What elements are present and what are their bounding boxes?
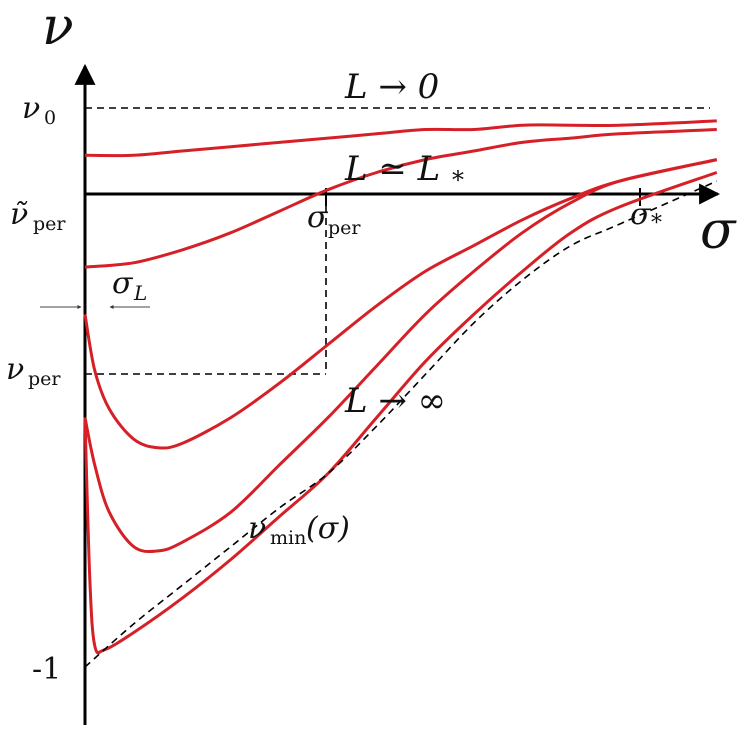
curve-series-1 (84, 119, 717, 158)
svg-text:0: 0 (44, 107, 56, 129)
svg-text:L ≃ L: L ≃ L (344, 149, 440, 189)
svg-text:σ: σ (630, 197, 652, 232)
curve-series-5 (83, 171, 718, 655)
nu-min-envelope-curve (84, 180, 718, 668)
svg-text:L: L (133, 281, 147, 305)
curve-series-3 (83, 158, 718, 450)
curve-series-4 (83, 158, 718, 554)
annotation-nu-min: ν min (σ) (248, 511, 350, 549)
y-tick-nu-tilde-per: ν̃ per (10, 197, 66, 235)
x-tick-label-sigma-star: σ * (630, 197, 662, 236)
svg-text:*: * (452, 166, 464, 194)
y-tick-nu0: ν 0 (22, 91, 56, 129)
annotation-L-to-inf: L → ∞ (344, 381, 446, 421)
y-axis-label: ν (42, 0, 74, 57)
svg-text:ν: ν (6, 352, 24, 387)
svg-text:per: per (328, 217, 361, 239)
envelope-group (84, 180, 718, 668)
svg-text:(σ): (σ) (306, 511, 350, 546)
svg-text:min: min (270, 527, 306, 549)
curve-series-group (83, 119, 718, 655)
svg-text:per: per (33, 213, 66, 235)
svg-text:*: * (651, 211, 662, 236)
annotation-L-to-0: L → 0 (344, 67, 439, 107)
x-axis-label: σ (700, 201, 737, 261)
svg-text:ν: ν (22, 91, 40, 126)
y-tick-minus-one: -1 (32, 652, 61, 687)
svg-text:σ: σ (112, 266, 134, 301)
curve-series-2 (84, 128, 717, 269)
svg-text:ν̃: ν̃ (10, 197, 28, 232)
svg-text:σ: σ (307, 200, 329, 235)
svg-text:per: per (28, 368, 61, 390)
svg-text:ν: ν (248, 511, 266, 546)
annotation-L-approx-Lstar: L ≃ L * (344, 149, 464, 194)
y-tick-nu-per: ν per (6, 352, 61, 390)
annotation-sigma-L: σ L (112, 266, 147, 305)
x-tick-label-sigma-per: σ per (307, 200, 361, 239)
